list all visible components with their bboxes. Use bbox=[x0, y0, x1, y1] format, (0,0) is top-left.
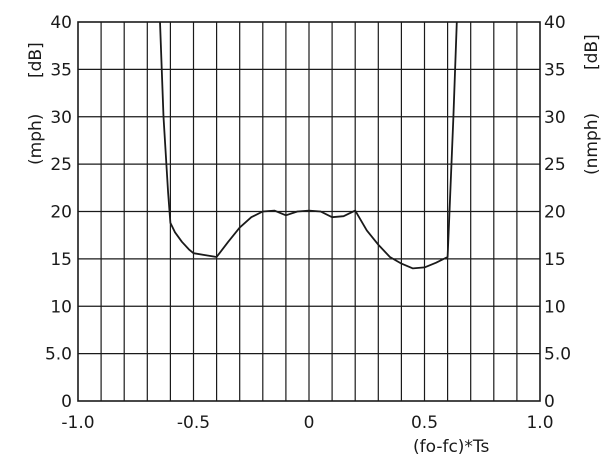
y-axis-label-left-group: (mph) bbox=[26, 114, 46, 165]
y-axis-unit-left-group: [dB] bbox=[26, 42, 46, 78]
x-tick-label: -1.0 bbox=[61, 413, 94, 433]
y-tick-label-right: 15 bbox=[544, 250, 566, 270]
y-tick-label-right: 25 bbox=[544, 155, 566, 175]
y-tick-label-left: 15 bbox=[50, 250, 72, 270]
series-group bbox=[159, 21, 458, 270]
x-tick-labels: -1.0 -0.5 0 0.5 1.0 bbox=[61, 413, 553, 433]
y-tick-label-left: 5.0 bbox=[45, 345, 72, 365]
y-tick-label-right: 40 bbox=[544, 13, 566, 33]
chart-grid bbox=[78, 22, 540, 401]
y-tick-label-right: 10 bbox=[544, 297, 566, 317]
y-tick-label-right: 0 bbox=[544, 392, 555, 412]
y-tick-label-left: 40 bbox=[50, 13, 72, 33]
y-tick-labels-right: 0 5.0 10 15 20 25 30 35 40 bbox=[544, 13, 571, 412]
y-axis-unit-right: [dB] bbox=[582, 34, 602, 70]
series-line bbox=[159, 21, 458, 270]
y-axis-unit-left: [dB] bbox=[26, 42, 46, 78]
y-tick-label-left: 25 bbox=[50, 155, 72, 175]
x-tick-label: -0.5 bbox=[177, 413, 210, 433]
y-tick-label-left: 30 bbox=[50, 108, 72, 128]
x-axis-label: (fo-fc)*Ts bbox=[413, 437, 490, 457]
y-tick-label-right: 30 bbox=[544, 108, 566, 128]
y-tick-label-left: 0 bbox=[61, 392, 72, 412]
y-axis-label-left: (mph) bbox=[26, 114, 46, 165]
y-axis-label-right-group: (nmph) bbox=[582, 113, 602, 175]
y-axis-label-right: (nmph) bbox=[582, 113, 602, 175]
y-tick-label-left: 35 bbox=[50, 60, 72, 80]
y-axis-unit-right-group: [dB] bbox=[582, 34, 602, 70]
y-tick-label-left: 10 bbox=[50, 297, 72, 317]
x-tick-label: 0 bbox=[304, 413, 315, 433]
y-tick-label-right: 35 bbox=[544, 60, 566, 80]
y-tick-labels-left: 0 5.0 10 15 20 25 30 35 40 bbox=[45, 13, 72, 412]
x-tick-label: 1.0 bbox=[526, 413, 553, 433]
y-tick-label-left: 20 bbox=[50, 203, 72, 223]
y-tick-label-right: 5.0 bbox=[544, 345, 571, 365]
x-tick-label: 0.5 bbox=[411, 413, 438, 433]
plot-frame bbox=[77, 21, 541, 402]
y-tick-label-right: 20 bbox=[544, 203, 566, 223]
